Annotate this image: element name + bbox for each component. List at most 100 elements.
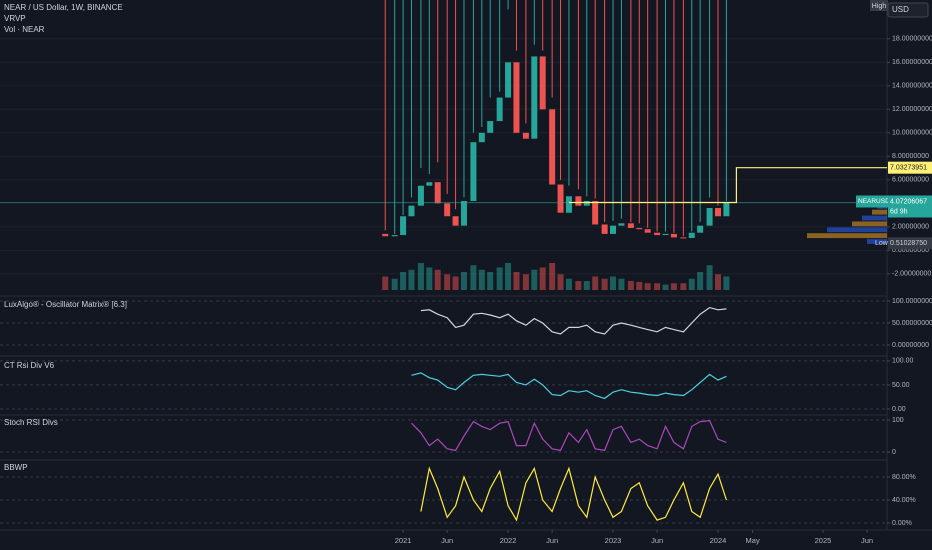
candle-body <box>391 235 398 237</box>
low-label: 0.51028750 <box>890 240 927 247</box>
volume-bar <box>382 276 389 290</box>
alert-line <box>568 167 887 204</box>
volume-bar <box>723 276 730 290</box>
x-tick-label: 2025 <box>815 536 832 545</box>
x-tick-label: Jun <box>861 536 873 545</box>
candle-body <box>565 196 572 213</box>
volume-bar <box>434 269 441 290</box>
price-badge <box>888 195 932 218</box>
candle-body <box>592 200 599 225</box>
y-tick-label: 100 <box>892 417 904 424</box>
volume-profile-bar <box>862 215 887 221</box>
candle-body <box>505 62 512 98</box>
volume-bar <box>452 276 459 290</box>
candle-body <box>400 216 407 236</box>
candle-body <box>654 232 661 236</box>
candle-body <box>618 223 625 226</box>
volume-bar <box>400 272 407 290</box>
y-tick-label: 2.00000000 <box>892 224 929 231</box>
x-tick-label: Jun <box>651 536 663 545</box>
volume-bar <box>496 267 503 290</box>
candle-body <box>688 232 695 238</box>
volume-bar <box>426 267 433 290</box>
volume-bar <box>522 274 529 290</box>
volume-bar <box>654 283 661 290</box>
volume-bar <box>636 281 643 290</box>
volume-bar <box>662 284 669 290</box>
candle-body <box>531 56 538 139</box>
x-tick-label: 2023 <box>605 536 622 545</box>
indicator-label: VRVP <box>4 14 26 23</box>
candle-body <box>539 56 546 110</box>
y-tick-label: 0.00000000 <box>892 247 929 254</box>
y-tick-label: 8.00000000 <box>892 153 929 160</box>
volume-profile-bar <box>827 227 887 233</box>
volume-bar <box>592 276 599 290</box>
volume-bar <box>487 272 494 290</box>
y-tick-label: 40.00% <box>892 497 916 504</box>
volume-bar <box>391 278 398 290</box>
candle-body <box>575 196 582 206</box>
pane-title: CT Rsi Div V6 <box>4 361 55 370</box>
candle-body <box>417 185 424 206</box>
high-text: High <box>872 3 887 10</box>
currency: USD <box>892 5 909 14</box>
volume-bar <box>549 263 556 290</box>
y-tick-label: 0.00 <box>892 406 906 413</box>
candle-body <box>513 62 520 133</box>
volume-bar <box>706 265 713 290</box>
currency-box[interactable] <box>887 2 929 18</box>
volume-bar <box>470 265 477 290</box>
candle-body <box>601 224 608 234</box>
volume-bar <box>417 263 424 290</box>
candle-body <box>662 233 669 236</box>
y-tick-label: 10.00000000 <box>892 130 932 137</box>
last-price-label: 4.07206067 <box>890 198 927 205</box>
low-text: Low <box>875 240 889 247</box>
pane-title: LuxAlgo® - Oscillator Matrix® [6.3] <box>4 300 127 309</box>
y-tick-label: 12.00000000 <box>892 106 932 113</box>
candle-body <box>549 109 556 185</box>
candle-body <box>714 208 721 217</box>
y-tick-label: -2.00000000 <box>892 271 931 278</box>
countdown: 6d 9h <box>890 208 908 215</box>
candle-body <box>470 142 477 201</box>
candle-body <box>434 182 441 204</box>
volume-bar <box>575 281 582 290</box>
y-tick-label: 50.00 <box>892 382 910 389</box>
high-badge <box>870 0 888 11</box>
candle-body <box>706 208 713 226</box>
y-tick-label: 80.00% <box>892 474 916 481</box>
x-tick-label: Jun <box>441 536 453 545</box>
alert-badge <box>888 161 932 174</box>
indicator-line <box>420 466 727 522</box>
indicator-line <box>411 419 727 452</box>
x-tick-label: 2022 <box>500 536 517 545</box>
y-tick-label: 100.00 <box>892 358 914 365</box>
y-tick-label: 18.00000000 <box>892 36 932 43</box>
pane-title: NEAR / US Dollar, 1W, BINANCE <box>4 3 123 12</box>
volume-bar <box>460 272 467 290</box>
x-tick-label: 2024 <box>710 536 727 545</box>
volume-bar <box>644 283 651 290</box>
volume-bar <box>478 269 485 290</box>
y-tick-label: 0.00000000 <box>892 342 929 349</box>
candle-body <box>557 184 564 213</box>
volume-profile-bar <box>872 209 887 215</box>
candle-body <box>697 225 704 233</box>
volume-bar <box>531 269 538 290</box>
volume-bar <box>583 281 590 290</box>
volume-profile-bar <box>852 221 887 227</box>
indicator-label: Vol · NEAR <box>4 25 45 34</box>
candle-body <box>670 233 677 238</box>
candle-body <box>680 237 687 239</box>
candle-body <box>583 200 590 206</box>
candle-body <box>522 132 529 139</box>
indicator-line <box>411 372 727 400</box>
candle-body <box>627 223 634 229</box>
indicator-line <box>420 306 727 335</box>
volume-bar <box>513 272 520 290</box>
symbol-badge <box>856 195 888 208</box>
candle-body <box>444 203 451 217</box>
